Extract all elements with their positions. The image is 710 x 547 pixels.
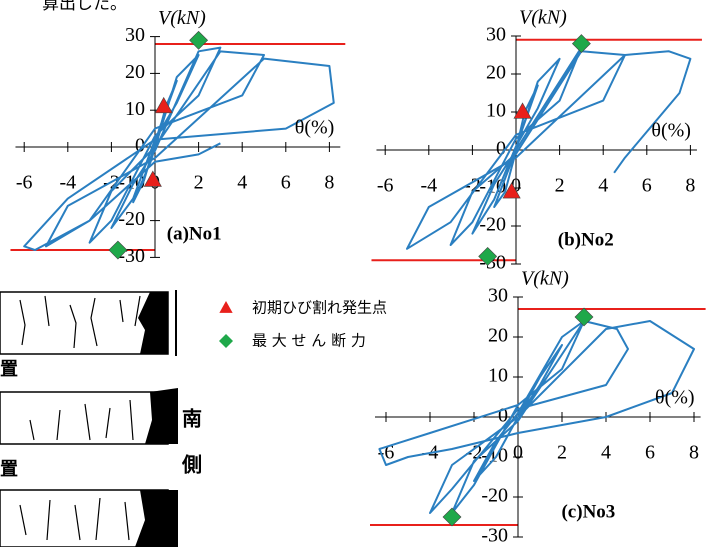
y-axis-label: V(kN) — [521, 268, 569, 290]
header-text: 算出した。 — [42, 0, 127, 14]
x-tick-label: 4 — [237, 172, 247, 194]
crack-photos: 置 置 南 側 — [0, 290, 202, 547]
x-axis-label: θ(%) — [655, 387, 695, 409]
diamond-marker — [572, 35, 590, 53]
chart-title: (b)No2 — [558, 230, 614, 251]
chart: -6-4-202468-30-20-100102030V(kN)θ(%)(a)N… — [10, 7, 345, 267]
legend-marker — [219, 301, 232, 313]
x-axis-label: θ(%) — [295, 117, 335, 139]
y-tick-label: -20 — [481, 485, 508, 507]
legend-label: 初期ひび割れ発生点 — [252, 299, 387, 317]
chart-title: (c)No3 — [561, 501, 615, 522]
figure: 算出した。 置 置 南 側 -6-4-202468-30-20-10010203… — [0, 0, 710, 547]
x-tick-label: -6 — [16, 172, 33, 194]
diamond-marker — [443, 508, 461, 526]
side-label: 側 — [181, 453, 202, 477]
diamond-marker — [190, 31, 208, 49]
photo — [0, 392, 168, 444]
x-tick-label: -6 — [377, 175, 394, 197]
x-tick-label: -4 — [420, 175, 437, 197]
y-axis-label: V(kN) — [519, 7, 567, 29]
y-axis-label: V(kN) — [158, 7, 206, 29]
x-tick-label: 0 — [513, 442, 523, 464]
y-tick-label: 30 — [125, 24, 145, 46]
photo-label: 置 — [0, 459, 18, 480]
legend-label: 最 大 せ ん 断 力 — [252, 332, 366, 350]
chart-title: (a)No1 — [167, 224, 222, 245]
x-tick-label: 6 — [642, 175, 652, 197]
y-tick-label: 20 — [486, 62, 506, 84]
hysteresis-curve — [24, 48, 334, 250]
y-tick-label: 10 — [486, 100, 506, 122]
x-tick-label: -4 — [59, 172, 76, 194]
y-tick-label: -20 — [118, 208, 145, 230]
y-tick-label: 30 — [486, 24, 506, 46]
y-tick-label: 20 — [488, 325, 508, 347]
x-tick-label: 6 — [281, 172, 291, 194]
legend-marker — [219, 334, 233, 348]
x-tick-label: 2 — [555, 175, 565, 197]
x-tick-label: 2 — [557, 442, 567, 464]
hysteresis-curve — [407, 47, 690, 248]
x-tick-label: 4 — [601, 442, 611, 464]
side-label: 南 — [182, 407, 202, 431]
y-tick-label: 10 — [125, 98, 145, 120]
x-tick-label: 2 — [194, 172, 204, 194]
y-tick-label: -30 — [481, 525, 508, 547]
photo-label: 置 — [0, 359, 18, 380]
x-tick-label: 8 — [685, 175, 695, 197]
x-tick-label: 6 — [645, 442, 655, 464]
y-tick-label: 10 — [488, 365, 508, 387]
x-axis-label: θ(%) — [651, 120, 691, 142]
y-tick-label: 30 — [488, 285, 508, 307]
x-tick-label: 4 — [598, 175, 608, 197]
y-tick-label: 20 — [125, 61, 145, 83]
x-tick-label: 8 — [689, 442, 699, 464]
x-tick-label: 8 — [324, 172, 334, 194]
